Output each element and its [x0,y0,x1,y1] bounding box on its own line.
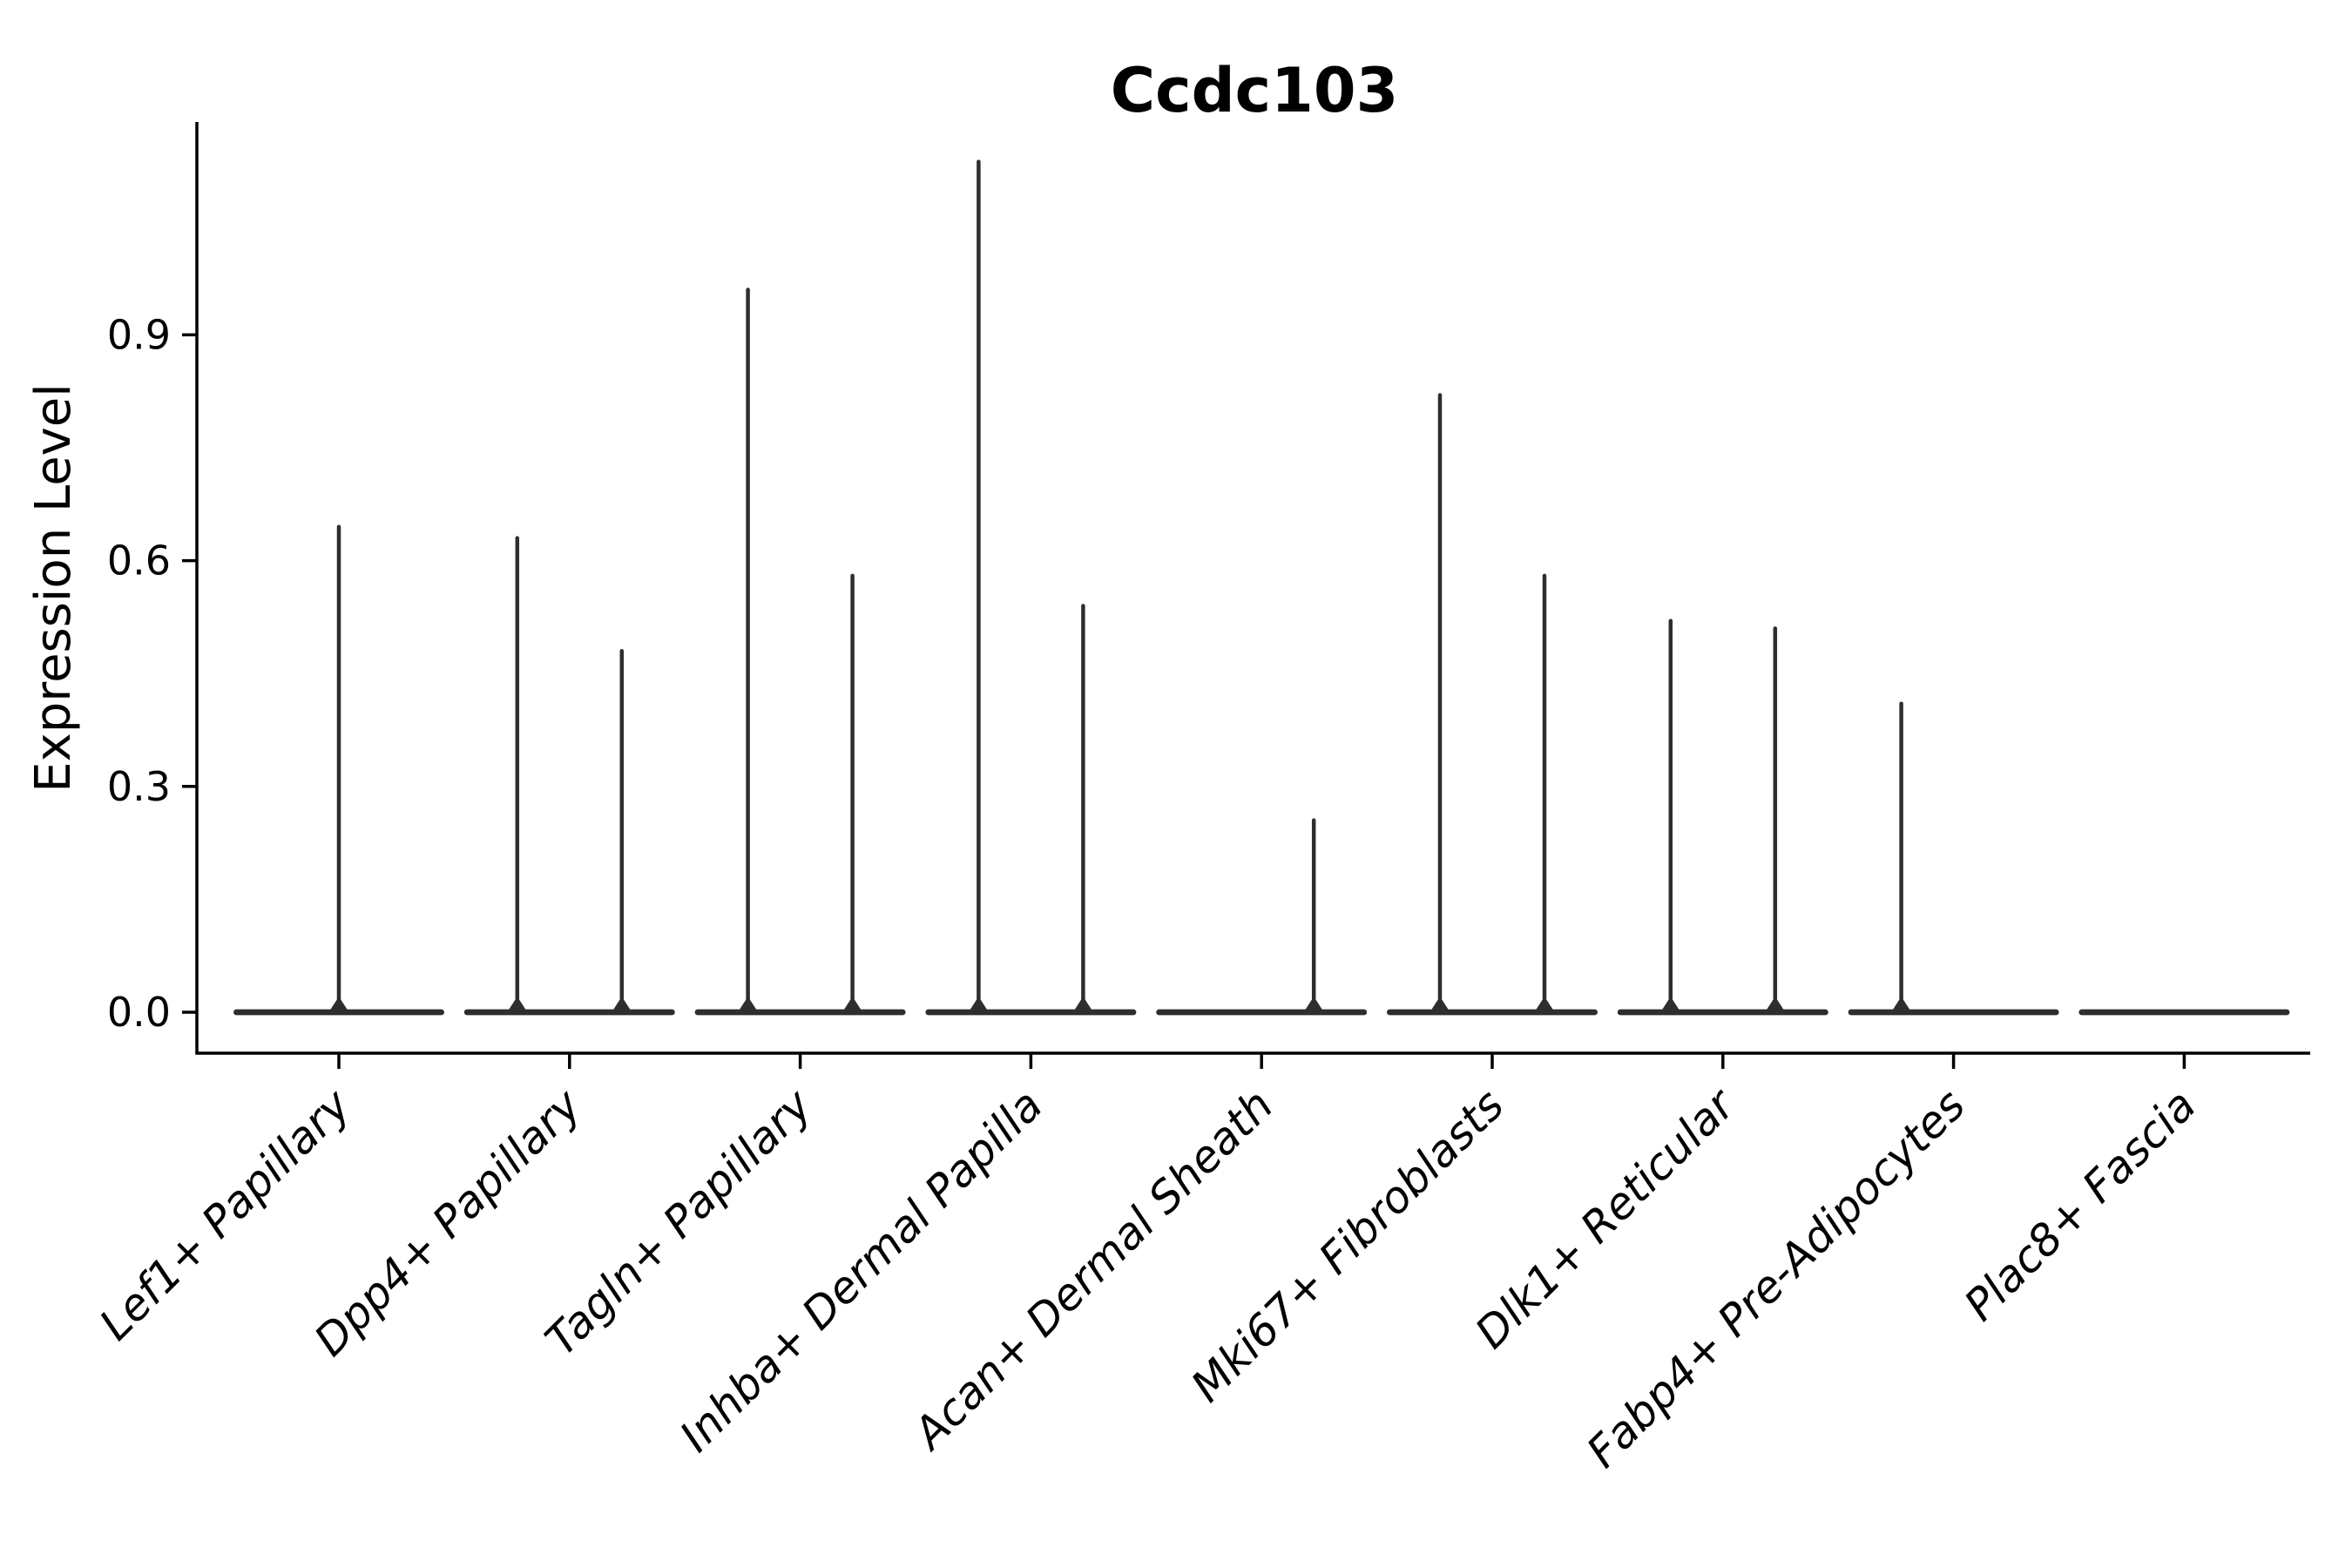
violin-group [1617,618,1828,1016]
violin-base [463,1009,675,1016]
violin-group [233,524,444,1016]
violin-group [1848,701,2059,1016]
y-axis: 0.0 0.3 0.6 0.9 [107,122,199,1053]
x-tick-label: Lef1+ Papillary [90,1078,361,1349]
violin-group [925,159,1137,1016]
violin-group [1387,393,1598,1016]
violins-layer [233,159,2290,1016]
violin-base [694,1009,906,1016]
violin-base [1617,1009,1828,1016]
y-ticks: 0.0 0.3 0.6 0.9 [107,311,197,1036]
violin-group [694,287,906,1016]
chart-title: Ccdc103 [1111,55,1399,126]
x-tick-label: Fabp4+ Pre-Adipocytes [1578,1079,1976,1477]
y-tick-label: 0.6 [107,537,171,585]
y-tick-label: 0.3 [107,763,171,810]
violin-group [463,536,675,1016]
violin-base [2078,1009,2290,1016]
violin-base [1387,1009,1598,1016]
violin-group [2078,1009,2290,1016]
violin-base [1156,1009,1368,1016]
y-tick-label: 0.0 [107,989,171,1036]
violin-base [925,1009,1137,1016]
violin-base [1848,1009,2059,1016]
y-axis-label: Expression Level [25,383,82,793]
violin-group [1156,818,1368,1016]
y-tick-label: 0.9 [107,311,171,358]
x-tick-label: Plac8+ Fascia [1955,1079,2206,1330]
